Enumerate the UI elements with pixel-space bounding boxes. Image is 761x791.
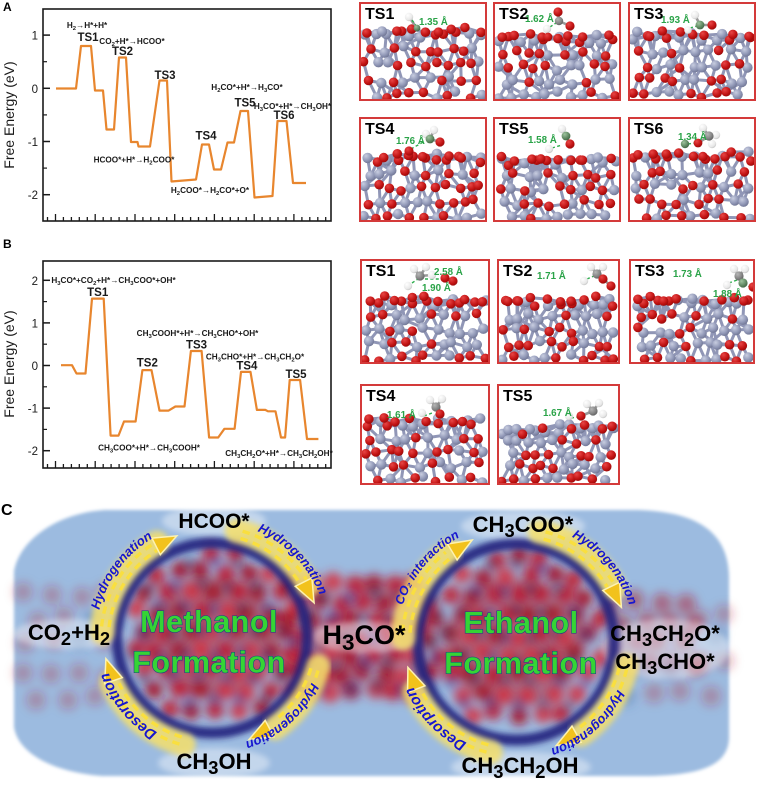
svg-text:2: 2 — [32, 276, 38, 288]
svg-text:1: 1 — [32, 318, 38, 330]
svg-text:0: 0 — [32, 84, 38, 96]
svg-text:0: 0 — [32, 361, 38, 373]
svg-text:TS5: TS5 — [285, 369, 307, 381]
svg-text:TS4: TS4 — [195, 131, 217, 143]
svg-text:TS3: TS3 — [635, 263, 664, 280]
svg-text:TS3: TS3 — [634, 6, 663, 23]
svg-text:TS4: TS4 — [365, 121, 394, 138]
svg-text:TS2: TS2 — [503, 263, 532, 280]
svg-text:TS2: TS2 — [137, 358, 158, 370]
svg-text:H2​→H*+H*: H2​→H*+H* — [67, 21, 108, 32]
svg-text:TS6: TS6 — [273, 110, 294, 122]
svg-text:1.73 Å: 1.73 Å — [673, 269, 702, 280]
svg-text:1.67 Å: 1.67 Å — [543, 408, 572, 419]
svg-text:Formation: Formation — [132, 646, 286, 680]
svg-text:Methanol: Methanol — [140, 605, 278, 639]
svg-text:1.61 Å: 1.61 Å — [387, 410, 416, 421]
svg-text:H2​CO*+H*→H3​CO*: H2​CO*+H*→H3​CO* — [211, 83, 283, 94]
svg-text:TS5: TS5 — [234, 98, 256, 110]
svg-text:-1: -1 — [28, 404, 38, 416]
svg-text:CH3​COOH*+H*→CH3​CHO*+OH*: CH3​COOH*+H*→CH3​CHO*+OH* — [137, 329, 259, 340]
svg-text:TS2: TS2 — [112, 46, 133, 58]
svg-text:1.90 Å: 1.90 Å — [422, 283, 451, 294]
svg-text:TS1: TS1 — [77, 32, 99, 44]
svg-text:1.35 Å: 1.35 Å — [419, 17, 448, 28]
svg-text:1.93 Å: 1.93 Å — [661, 15, 690, 26]
svg-text:Ethanol: Ethanol — [463, 606, 578, 640]
svg-text:TS5: TS5 — [503, 388, 532, 405]
svg-text:HCOO*+H*→H2​COO*: HCOO*+H*→H2​COO* — [94, 156, 176, 167]
svg-text:-1: -1 — [28, 137, 38, 149]
svg-text:TS2: TS2 — [499, 6, 528, 23]
svg-text:TS6: TS6 — [634, 121, 663, 138]
svg-text:CO2​+H*→HCOO*: CO2​+H*→HCOO* — [99, 37, 165, 48]
svg-text:TS1: TS1 — [365, 6, 394, 23]
svg-text:CH3​CH2​O*+H*→CH3​CH2​OH*: CH3​CH2​O*+H*→CH3​CH2​OH* — [225, 449, 333, 460]
svg-text:TS5: TS5 — [499, 121, 528, 138]
svg-text:TS3: TS3 — [186, 340, 207, 352]
svg-text:1.71 Å: 1.71 Å — [537, 271, 566, 282]
svg-text:-2: -2 — [28, 446, 38, 458]
svg-text:CH3​COO*+H*→CH3​COOH*: CH3​COO*+H*→CH3​COOH* — [98, 444, 201, 455]
svg-text:H3​CO*+H*→CH3​OH*: H3​CO*+H*→CH3​OH* — [254, 102, 332, 113]
svg-text:H3​CO*+CO2​+H*→CH3​COO*+OH*: H3​CO*+CO2​+H*→CH3​COO*+OH* — [51, 276, 176, 287]
svg-text:1.58 Å: 1.58 Å — [528, 135, 557, 146]
svg-text:1.62 Å: 1.62 Å — [525, 14, 554, 25]
svg-text:TS4: TS4 — [236, 361, 258, 373]
svg-text:1.88 Å: 1.88 Å — [713, 289, 742, 300]
svg-text:TS3: TS3 — [154, 70, 175, 82]
svg-text:Formation: Formation — [444, 647, 598, 681]
svg-text:TS1: TS1 — [366, 263, 395, 280]
svg-text:H2​COO*→H2​CO*+O*: H2​COO*→H2​CO*+O* — [171, 186, 250, 197]
svg-text:Free Energy (eV): Free Energy (eV) — [1, 310, 17, 417]
svg-text:CH3​CHO*+H*→CH3​CH2​O*: CH3​CHO*+H*→CH3​CH2​O* — [206, 353, 305, 364]
svg-text:1.76 Å: 1.76 Å — [396, 136, 425, 147]
svg-text:Free Energy (eV): Free Energy (eV) — [1, 61, 17, 168]
svg-text:1: 1 — [32, 31, 38, 43]
svg-text:-2: -2 — [28, 190, 38, 202]
svg-text:TS1: TS1 — [87, 287, 109, 299]
svg-text:TS4: TS4 — [366, 388, 395, 405]
svg-text:1.34 Å: 1.34 Å — [678, 132, 707, 143]
svg-text:2.58 Å: 2.58 Å — [434, 267, 463, 278]
